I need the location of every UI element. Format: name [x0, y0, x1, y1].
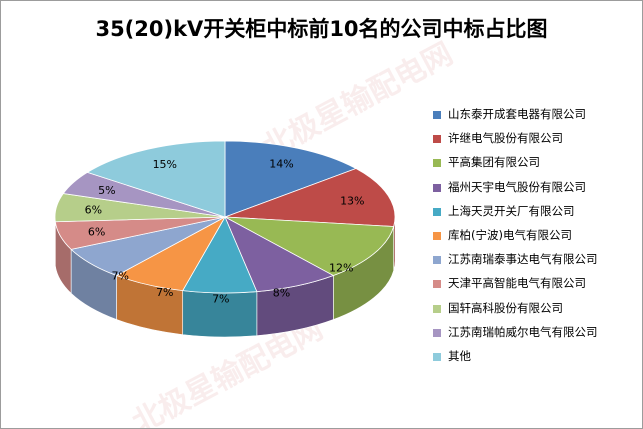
legend-item: 山东泰开成套电器有限公司 — [433, 105, 638, 129]
data-label: 5% — [98, 184, 115, 197]
legend-item: 国轩高科股份有限公司 — [433, 299, 638, 323]
data-label: 15% — [153, 158, 177, 171]
legend-swatch — [433, 159, 441, 168]
legend-swatch — [433, 183, 441, 192]
legend-swatch — [433, 256, 441, 265]
legend-label: 天津平高智能电气有限公司 — [448, 276, 586, 291]
legend-item: 许继电气股份有限公司 — [433, 129, 638, 153]
data-label: 7% — [156, 286, 173, 299]
data-label: 13% — [340, 195, 364, 208]
legend-item: 江苏南瑞泰事达电气有限公司 — [433, 250, 638, 274]
legend-swatch — [433, 352, 441, 361]
pie-slice — [224, 168, 396, 227]
chart-legend: 山东泰开成套电器有限公司 许继电气股份有限公司 平高集团有限公司福州天宇电气股份有限… — [433, 105, 638, 371]
legend-swatch — [433, 135, 441, 144]
legend-swatch — [433, 231, 441, 240]
pie-slice — [224, 216, 395, 276]
legend-item: 上海天灵开关厂有限公司 — [433, 202, 638, 226]
legend-label: 福州天宇电气股份有限公司 — [448, 179, 586, 194]
data-label: 12% — [329, 262, 353, 275]
legend-label: 上海天灵开关厂有限公司 — [448, 203, 575, 218]
legend-item: 天津平高智能电气有限公司 — [433, 274, 638, 298]
legend-swatch — [433, 207, 441, 216]
data-label: 7% — [212, 292, 229, 305]
legend-item: 江苏南瑞帕威尔电气有限公司 — [433, 323, 638, 347]
legend-item: 其他 — [433, 347, 638, 371]
legend-swatch — [433, 328, 441, 337]
legend-label: 平高集团有限公司 — [448, 155, 540, 170]
data-label: 14% — [269, 157, 293, 170]
legend-swatch — [433, 280, 441, 289]
legend-label: 库柏(宁波)电气有限公司 — [448, 227, 572, 242]
chart-title: 35(20)kV开关柜中标前10名的公司中标占比图 — [95, 17, 548, 41]
legend-swatch — [433, 304, 441, 313]
legend-label: 江苏南瑞泰事达电气有限公司 — [448, 252, 598, 267]
pie-slice — [86, 140, 226, 218]
data-label: 6% — [85, 204, 102, 217]
legend-label: 江苏南瑞帕威尔电气有限公司 — [448, 324, 598, 339]
legend-label: 许继电气股份有限公司 — [448, 131, 563, 146]
legend-label: 山东泰开成套电器有限公司 — [448, 107, 586, 121]
legend-swatch — [433, 111, 441, 119]
legend-item: 平高集团有限公司 — [433, 153, 638, 177]
pie-slice — [224, 140, 357, 218]
legend-item: 福州天宇电气股份有限公司 — [433, 178, 638, 202]
legend-item: 库柏(宁波)电气有限公司 — [433, 226, 638, 250]
legend-label: 其他 — [448, 348, 471, 363]
legend-label: 国轩高科股份有限公司 — [448, 300, 563, 315]
data-label: 6% — [88, 226, 105, 239]
data-label: 8% — [273, 287, 290, 300]
data-label: 7% — [111, 269, 128, 282]
